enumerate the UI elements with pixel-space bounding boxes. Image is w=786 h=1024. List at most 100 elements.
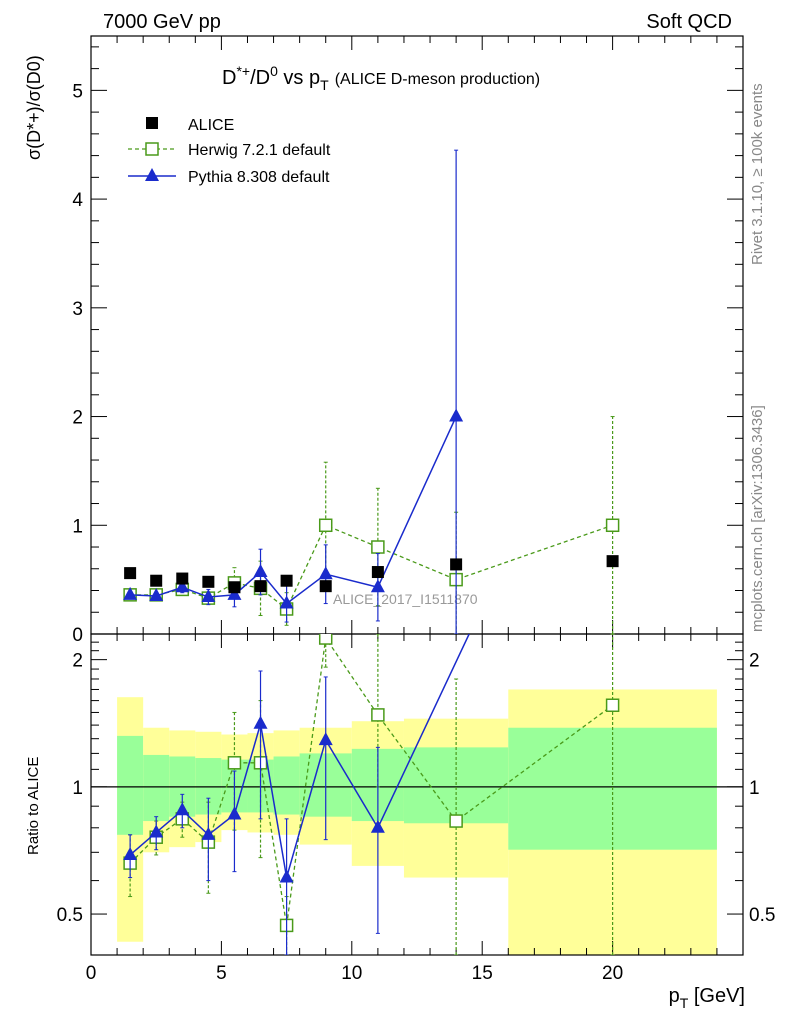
title-part-b: /D xyxy=(250,67,270,89)
ratio-y-tick-label-right: 0.5 xyxy=(749,905,775,926)
title-part-a-sup: *+ xyxy=(236,63,250,79)
title-part-b-sup: 0 xyxy=(270,63,278,79)
legend-label-herwig: Herwig 7.2.1 default xyxy=(188,142,331,159)
main-y-label-text: σ(D*+)/σ(D0) xyxy=(24,55,44,160)
ratio-pythia-point xyxy=(227,806,242,820)
x-label-p: p xyxy=(669,985,680,1007)
ratio-pythia-point xyxy=(279,869,294,883)
ratio-series-pythia xyxy=(123,634,470,955)
herwig-point xyxy=(605,518,620,533)
band-inner-1 xyxy=(143,754,170,822)
ratio-y-ticks: 0.5 0.5 1 1 2 2 xyxy=(57,641,775,956)
pythia-line xyxy=(130,416,457,605)
title-paren: (ALICE D-meson production) xyxy=(335,71,540,88)
ratio-pythia-point xyxy=(201,826,216,840)
x-axis-label: pT [GeV] xyxy=(669,985,745,1011)
alice-point xyxy=(319,580,332,593)
main-y-tick-label: 4 xyxy=(72,190,83,211)
pythia-point xyxy=(253,564,268,578)
main-y-tick-label: 3 xyxy=(72,299,83,320)
pythia-point xyxy=(449,408,464,422)
main-y-label: σ(D*+)/σ(D0) xyxy=(24,55,44,160)
header-right-label: Soft QCD xyxy=(646,11,732,33)
x-tick-label: 5 xyxy=(216,963,227,984)
alice-point xyxy=(280,574,293,587)
x-label-sub: T xyxy=(680,995,689,1011)
plot-layer: 0 5 10 15 20 0 1 2 3 4 5 0.5 0.5 1 1 2 2 xyxy=(57,35,775,984)
ratio-bands xyxy=(117,689,717,955)
title-part-c: vs p xyxy=(278,67,320,89)
legend-marker-herwig xyxy=(145,142,159,156)
series-alice xyxy=(124,555,619,594)
ratio-pythia-point xyxy=(149,824,164,838)
ratio-y-tick-label-right: 2 xyxy=(749,651,760,672)
legend-marker-pythia xyxy=(145,168,159,181)
ratio-series xyxy=(123,634,620,955)
ratio-frame xyxy=(90,633,744,956)
alice-point xyxy=(228,581,241,594)
x-tick-label: 20 xyxy=(602,963,623,984)
main-y-tick-label: 2 xyxy=(72,408,83,429)
alice-point xyxy=(371,566,384,579)
main-y-tick-label: 1 xyxy=(72,516,83,537)
x-label-unit: [GeV] xyxy=(688,985,745,1007)
ratio-pythia-point xyxy=(253,715,268,729)
legend-marker-alice xyxy=(146,117,158,129)
ratio-herwig-point xyxy=(449,814,463,828)
ratio-pythia-point xyxy=(123,846,138,860)
ratio-y-tick-label-left: 0.5 xyxy=(57,905,83,926)
title-part-c-sub: T xyxy=(320,77,329,93)
band-inner-6 xyxy=(273,756,300,815)
pythia-point xyxy=(175,579,190,593)
main-y-ticks: 0 1 2 3 4 5 xyxy=(72,46,743,646)
pythia-point xyxy=(227,586,242,600)
main-y-tick-label: 5 xyxy=(72,81,83,102)
main-series xyxy=(123,149,620,634)
header-left-label: 7000 GeV pp xyxy=(103,11,221,33)
pythia-point xyxy=(123,586,138,600)
pythia-point xyxy=(149,587,164,601)
herwig-point xyxy=(371,540,385,554)
alice-point xyxy=(176,572,189,585)
alice-point xyxy=(254,580,267,593)
ratio-herwig-point xyxy=(605,698,620,712)
ratio-pythia-point xyxy=(318,732,333,746)
ratio-herwig-point xyxy=(227,756,242,770)
band-inner-0 xyxy=(117,735,144,835)
ratio-y-label-text: Ratio to ALICE xyxy=(25,757,42,855)
pythia-point xyxy=(318,566,333,580)
pythia-point xyxy=(279,595,294,609)
pythia-point xyxy=(201,589,216,603)
main-y-tick-label: 0 xyxy=(72,625,83,646)
band-inner-9 xyxy=(403,747,509,824)
mcplots-label: mcplots.cern.ch [arXiv:1306.3436] xyxy=(749,405,766,632)
ratio-herwig-point xyxy=(371,708,385,722)
legend: ALICE Herwig 7.2.1 default Pythia 8.308 … xyxy=(128,117,331,186)
ratio-pythia-line xyxy=(129,634,470,878)
x-tick-label: 15 xyxy=(472,963,493,984)
main-title: D*+/D0 vs pT (ALICE D-meson production) xyxy=(222,63,540,93)
series-pythia xyxy=(123,149,464,634)
alice-point xyxy=(150,574,163,587)
alice-point xyxy=(606,555,619,568)
analysis-label: ALICE_2017_I1511870 xyxy=(333,591,478,607)
ratio-pythia-point xyxy=(175,802,190,816)
alice-point xyxy=(202,575,215,588)
alice-point xyxy=(124,567,137,580)
x-tick-label: 10 xyxy=(341,963,362,984)
ratio-herwig-point xyxy=(318,634,333,645)
x-tick-label: 0 xyxy=(86,963,97,984)
ratio-y-label: Ratio to ALICE xyxy=(25,757,42,855)
legend-label-alice: ALICE xyxy=(188,117,234,134)
herwig-point xyxy=(318,518,333,533)
legend-label-pythia: Pythia 8.308 default xyxy=(188,169,330,186)
title-part-a: D xyxy=(222,67,236,89)
ratio-pythia-point xyxy=(370,819,385,833)
ratio-y-tick-label-left: 1 xyxy=(72,778,83,799)
ratio-y-tick-label-right: 1 xyxy=(749,778,760,799)
rivet-label: Rivet 3.1.10, ≥ 100k events xyxy=(749,83,766,265)
herwig-line xyxy=(130,524,613,611)
alice-point xyxy=(450,558,463,571)
ratio-y-tick-label-left: 2 xyxy=(72,651,83,672)
